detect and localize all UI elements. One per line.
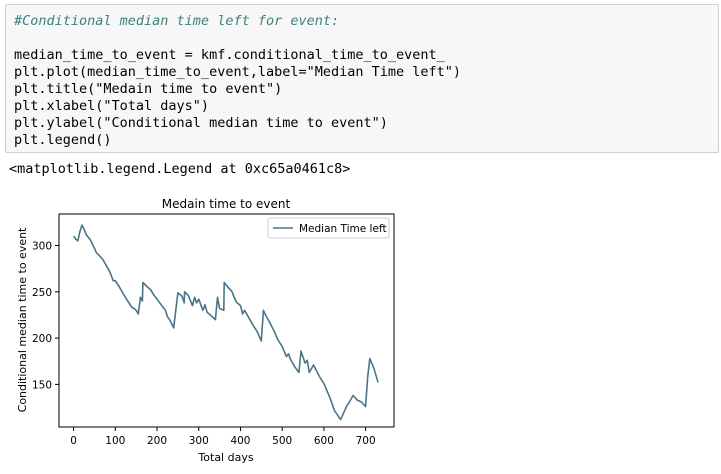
x-tick-label: 100 [105, 435, 125, 447]
code-line: median_time_to_event = kmf.conditional_t… [14, 47, 445, 63]
x-axis-label: Total days [197, 451, 253, 464]
legend-frame [267, 217, 390, 239]
y-axis-label: Conditional median time to event [16, 227, 29, 412]
series-line-median-time-left [72, 224, 379, 421]
x-tick-label: 700 [356, 435, 376, 447]
legend: Median Time left [267, 217, 390, 239]
code-line: plt.title("Medain time to event") [14, 81, 283, 97]
y-tick-label: 200 [32, 333, 52, 345]
cell-output-text: <matplotlib.legend.Legend at 0xc65a0461c… [9, 161, 351, 177]
x-tick-label: 400 [230, 435, 250, 447]
y-tick-label: 300 [32, 240, 52, 252]
legend-label: Median Time left [299, 223, 387, 235]
x-tick-label: 500 [272, 435, 292, 447]
code-line: plt.legend() [14, 132, 112, 148]
code-line: plt.xlabel("Total days") [14, 98, 210, 114]
plot-area [58, 213, 395, 428]
code-cell[interactable]: #Conditional median time left for event:… [5, 4, 719, 153]
code-comment: #Conditional median time left for event: [14, 13, 340, 29]
chart-title: Medain time to event [162, 197, 291, 211]
x-tick-label: 300 [189, 435, 209, 447]
y-tick-label: 250 [32, 287, 52, 299]
code-line: plt.ylabel("Conditional median time to e… [14, 115, 388, 131]
y-tick-label: 150 [32, 379, 52, 391]
x-tick-label: 0 [70, 435, 77, 447]
x-tick-label: 200 [147, 435, 167, 447]
code-line: plt.plot(median_time_to_event,label="Med… [14, 64, 462, 80]
x-tick-label: 600 [314, 435, 334, 447]
